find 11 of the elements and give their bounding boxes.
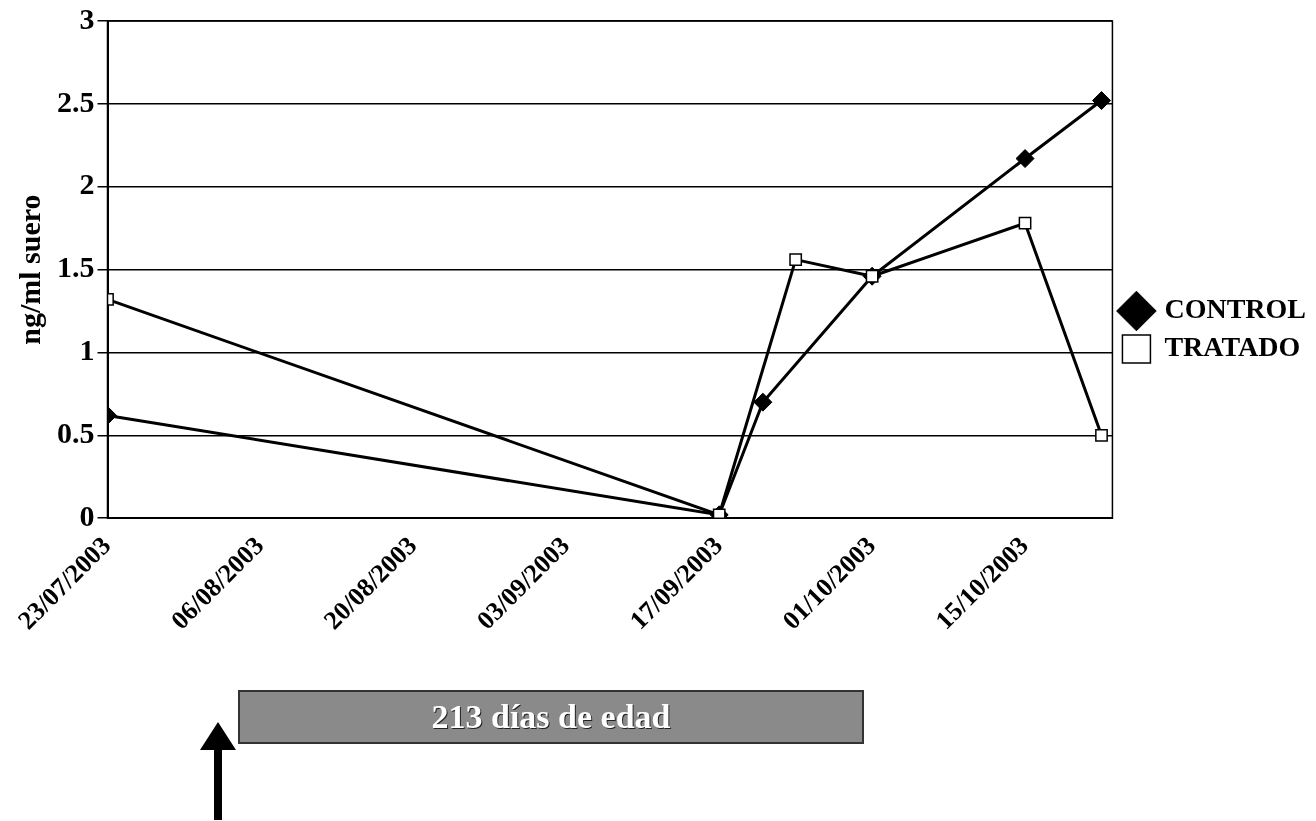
y-tick-label: 2.5 [57,84,95,118]
y-tick-label: 0.5 [57,416,95,450]
legend-label: CONTROL [1164,293,1307,325]
y-tick-label: 1.5 [57,250,95,284]
y-tick-label: 1 [79,333,95,367]
y-axis-title: ng/ml suero [12,194,46,345]
y-tick-label: 0 [79,498,95,532]
text: 213 días de edad [238,690,864,744]
legend-label: TRATADO [1164,331,1301,363]
y-tick-label: 3 [79,1,95,35]
y-tick-label: 2 [79,167,95,201]
